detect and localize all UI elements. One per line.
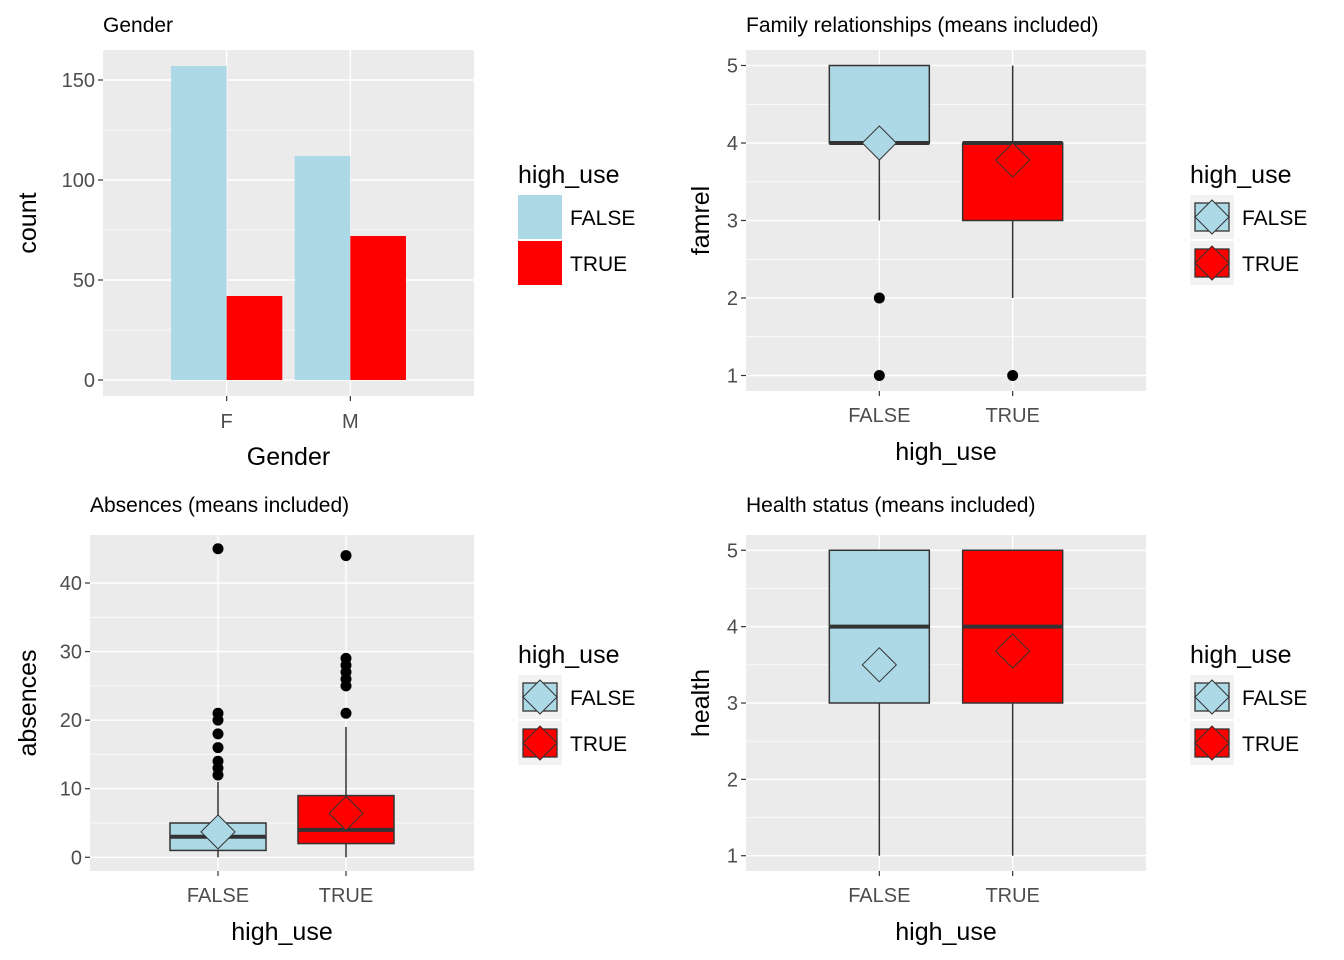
outlier-point [340, 652, 352, 664]
y-tick-label: 2 [727, 288, 738, 310]
bar [294, 156, 351, 380]
y-tick-label: 1 [727, 366, 738, 388]
legend-key-diamond [1194, 245, 1230, 281]
mean-marker [861, 647, 898, 683]
legend-item-true: TRUE [1190, 721, 1299, 765]
legend-label: FALSE [1242, 687, 1307, 710]
x-tick-label: FALSE [848, 885, 910, 907]
outlier-point [873, 370, 885, 381]
famrel-chart: 1 2 3 4 5 FALSE TRUE Family relationships (mean… [687, 14, 1307, 466]
legend-key [518, 195, 562, 239]
bar [350, 236, 406, 380]
legend-title: high_use [1190, 161, 1291, 189]
y-tick-label: 1 [727, 846, 738, 868]
y-tick-label: 3 [727, 693, 738, 715]
legend-title: high_use [518, 641, 619, 669]
x-tick-label: FALSE [187, 885, 249, 907]
legend-label: TRUE [1242, 253, 1299, 276]
legend-title: high_use [1190, 641, 1291, 669]
outlier-point [212, 543, 224, 555]
panel-title: Family relationships (means included) [746, 14, 1098, 37]
y-tick-label: 5 [727, 56, 738, 78]
x-axis-title: high_use [231, 918, 332, 946]
legend-label: TRUE [570, 253, 627, 276]
gender-chart: 0 50 100 150 F M Gender Gender count high_use FALS… [14, 14, 635, 471]
legend-item-false: FALSE [1190, 195, 1307, 239]
mean-marker [328, 795, 364, 832]
legend-key-diamond [1194, 199, 1230, 235]
y-tick-label: 0 [71, 847, 82, 869]
mean-marker [994, 633, 1031, 669]
y-tick-label: 0 [84, 370, 95, 392]
legend-item-true: TRUE [1190, 241, 1299, 285]
y-tick-label: 5 [727, 540, 738, 562]
outlier-point [212, 755, 224, 767]
y-tick-label: 4 [727, 133, 738, 155]
outlier-point [212, 707, 224, 719]
x-axis-title: high_use [895, 438, 996, 466]
panel-title: Gender [103, 14, 173, 37]
x-tick-label: M [342, 411, 359, 433]
x-axis-title: high_use [895, 918, 996, 946]
legend-key-diamond [1194, 725, 1230, 761]
legend-key-diamond [1194, 679, 1230, 715]
legend: high_use FALSE TRUE [1190, 161, 1307, 285]
y-tick-label: 10 [60, 779, 82, 801]
y-tick-label: 3 [727, 211, 738, 233]
y-tick-label: 4 [727, 617, 738, 639]
outlier-point [340, 707, 352, 719]
bar [171, 66, 227, 380]
mean-marker [994, 142, 1031, 178]
plot-panel [90, 535, 474, 871]
plot-panel [103, 50, 474, 396]
bar [226, 296, 283, 380]
y-tick-label: 20 [60, 710, 82, 732]
y-tick-label: 2 [727, 769, 738, 791]
legend: high_use FALSE TRUE [518, 161, 635, 285]
mean-marker [200, 814, 236, 850]
health-chart: 1 2 3 4 5 FALSE TRUE Health status (means inclu… [687, 494, 1307, 946]
y-axis-title: famrel [687, 186, 715, 255]
x-tick-label: FALSE [848, 405, 910, 427]
panel-title: Health status (means included) [746, 494, 1035, 517]
y-tick-label: 40 [60, 573, 82, 595]
legend: high_use FALSE TRUE [518, 641, 635, 765]
legend-label: FALSE [1242, 207, 1307, 230]
legend-key-diamond [522, 725, 558, 761]
legend-label: TRUE [570, 733, 627, 756]
legend: high_use FALSE TRUE [1190, 641, 1307, 765]
outlier-point [873, 292, 885, 304]
legend-item-true: TRUE [518, 241, 627, 285]
y-tick-label: 150 [62, 70, 95, 92]
legend-key [518, 241, 562, 285]
x-tick-label: F [221, 411, 233, 433]
x-axis-title: Gender [247, 443, 330, 471]
legend-label: TRUE [1242, 733, 1299, 756]
legend-label: FALSE [570, 207, 635, 230]
outlier-point [212, 742, 224, 754]
y-axis-title: health [687, 669, 715, 737]
legend-label: FALSE [570, 687, 635, 710]
x-tick-label: TRUE [319, 885, 373, 907]
legend-item-true: TRUE [518, 721, 627, 765]
legend-item-false: FALSE [518, 675, 635, 719]
x-tick-label: TRUE [985, 885, 1039, 907]
mean-marker [861, 125, 898, 161]
y-tick-label: 50 [73, 270, 95, 292]
panel-title: Absences (means included) [90, 494, 349, 517]
outlier-point [340, 550, 352, 562]
legend-item-false: FALSE [518, 195, 635, 239]
x-tick-label: TRUE [985, 405, 1039, 427]
legend-item-false: FALSE [1190, 675, 1307, 719]
absences-chart: 0 10 20 30 40 FALSE TRUE Absences (means includ… [14, 494, 635, 946]
legend-key-diamond [522, 679, 558, 715]
y-axis-title: count [14, 192, 42, 253]
outlier-point [212, 728, 224, 740]
legend-title: high_use [518, 161, 619, 189]
y-tick-label: 100 [62, 170, 95, 192]
y-axis-title: absences [14, 649, 42, 756]
outlier-point [1007, 370, 1019, 381]
y-tick-label: 30 [60, 642, 82, 664]
